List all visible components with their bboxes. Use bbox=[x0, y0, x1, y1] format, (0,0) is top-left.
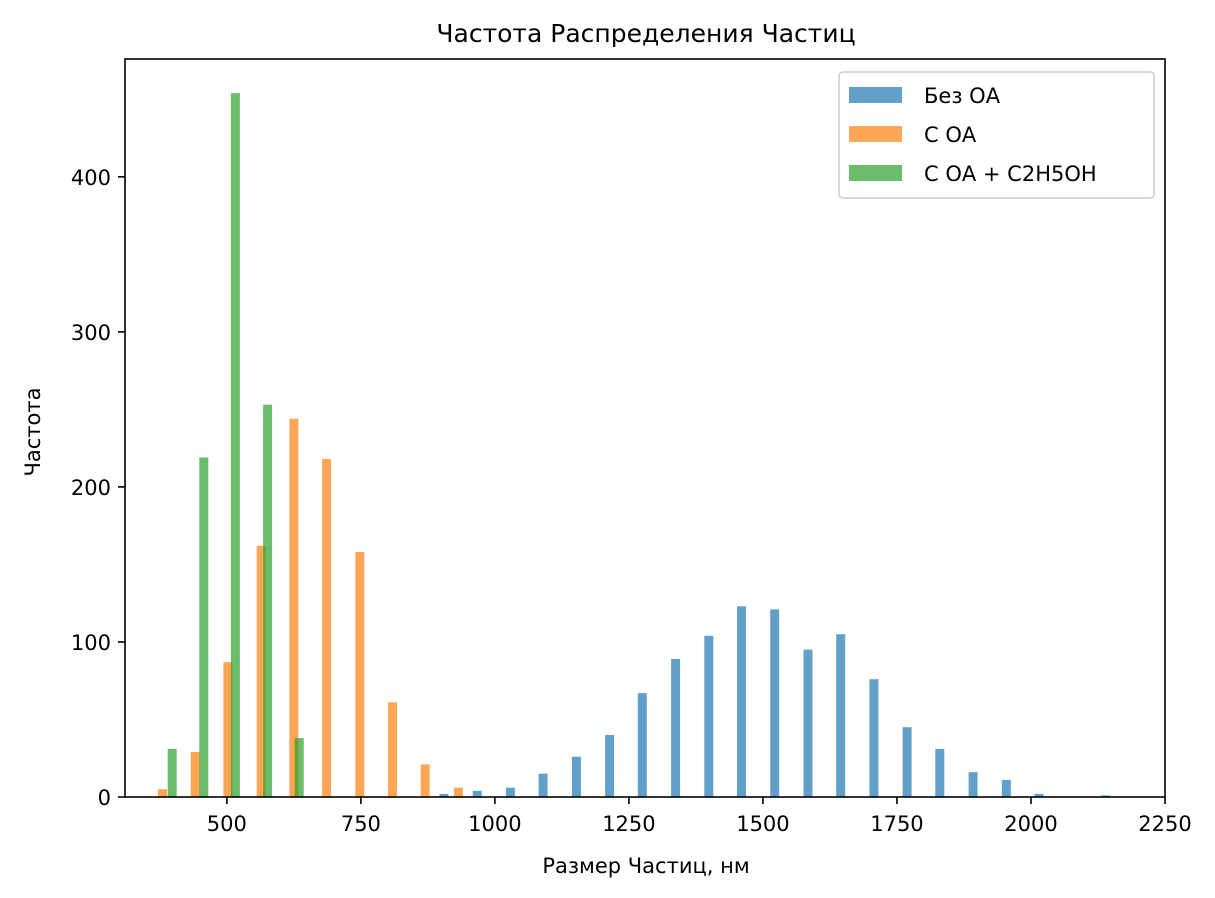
y-axis-label: Частота bbox=[21, 388, 45, 477]
bar-series-1 bbox=[704, 635, 714, 797]
bar-series-2 bbox=[223, 662, 233, 797]
bar-series-1 bbox=[1034, 793, 1044, 797]
bars-layer bbox=[158, 93, 1110, 798]
x-tick-label: 1500 bbox=[736, 812, 789, 836]
bar-series-1 bbox=[902, 727, 912, 797]
legend-box bbox=[838, 71, 1155, 199]
bar-series-2 bbox=[420, 764, 430, 797]
bar-series-3 bbox=[199, 457, 209, 797]
bar-series-2 bbox=[388, 702, 397, 797]
x-tick-label: 2250 bbox=[1138, 812, 1191, 836]
legend-swatch bbox=[849, 126, 902, 142]
bar-series-1 bbox=[605, 735, 615, 797]
bar-series-1 bbox=[571, 756, 581, 797]
legend-swatch bbox=[849, 87, 902, 103]
bar-series-2 bbox=[190, 752, 200, 797]
bar-series-3 bbox=[167, 748, 177, 797]
bar-series-1 bbox=[1001, 779, 1011, 797]
x-tick-label: 2000 bbox=[1004, 812, 1057, 836]
legend-label: С ОА bbox=[924, 123, 977, 147]
y-tick-label: 100 bbox=[71, 631, 111, 655]
legend-swatch bbox=[849, 165, 902, 181]
bar-series-1 bbox=[637, 693, 647, 797]
x-tick-label: 500 bbox=[207, 812, 247, 836]
bar-series-1 bbox=[538, 773, 548, 797]
bar-series-1 bbox=[803, 649, 813, 797]
bar-series-2 bbox=[256, 545, 266, 797]
y-tick-label: 400 bbox=[71, 166, 111, 190]
bar-series-3 bbox=[263, 404, 273, 797]
bar-series-2 bbox=[355, 552, 365, 797]
bar-series-3 bbox=[294, 738, 304, 797]
bar-series-1 bbox=[505, 787, 515, 797]
bar-series-2 bbox=[158, 789, 167, 797]
bar-series-2 bbox=[289, 418, 299, 797]
plot-frame bbox=[124, 58, 1166, 798]
x-axis-label: Размер Частиц, нм bbox=[542, 854, 749, 878]
legend: Без ОА С ОА С ОА + C2H5OH bbox=[838, 71, 1155, 199]
bar-series-2 bbox=[453, 787, 463, 797]
x-axis: 500 750 1000 1250 1500 1750 2000 2250 bbox=[207, 797, 1192, 836]
x-tick-label: 750 bbox=[341, 812, 381, 836]
bar-series-1 bbox=[968, 772, 978, 797]
legend-label: С ОА + C2H5OH bbox=[924, 162, 1097, 186]
y-tick-label: 300 bbox=[71, 321, 111, 345]
y-tick-label: 200 bbox=[71, 476, 111, 500]
x-tick-label: 1250 bbox=[602, 812, 655, 836]
bar-series-2 bbox=[322, 459, 332, 797]
legend-label: Без ОА bbox=[924, 84, 1001, 108]
bar-series-1 bbox=[836, 634, 846, 797]
y-axis: 0 100 200 300 400 bbox=[71, 166, 125, 810]
chart-title: Частота Распределения Частиц bbox=[436, 19, 855, 48]
bar-series-1 bbox=[935, 748, 945, 797]
bar-series-1 bbox=[671, 659, 681, 797]
bar-series-1 bbox=[770, 609, 780, 797]
bar-series-1 bbox=[737, 606, 746, 797]
bar-series-1 bbox=[439, 793, 449, 797]
y-tick-label: 0 bbox=[98, 786, 111, 810]
bar-series-3 bbox=[230, 93, 240, 798]
x-tick-label: 1750 bbox=[870, 812, 923, 836]
bar-series-1 bbox=[472, 790, 482, 797]
x-tick-label: 1000 bbox=[468, 812, 521, 836]
bar-series-1 bbox=[869, 679, 879, 797]
